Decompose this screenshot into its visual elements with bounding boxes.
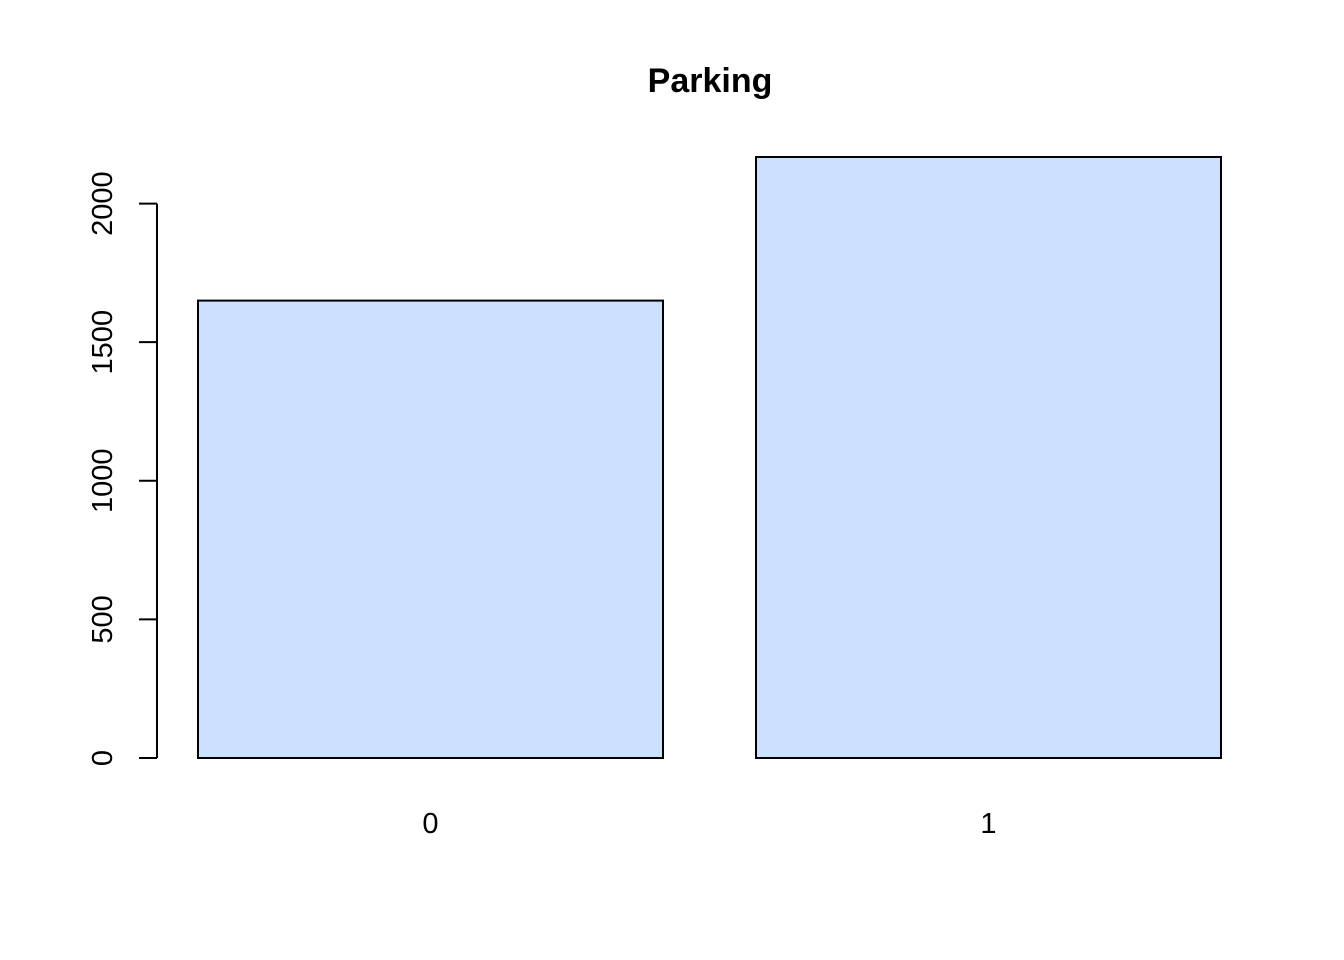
y-tick-label-2000: 2000 <box>87 171 119 236</box>
x-tick-label-1: 1 <box>980 808 996 840</box>
bars-group <box>197 156 1222 759</box>
y-axis: 0 500 1000 1500 2000 <box>87 171 158 766</box>
bar-1 <box>755 156 1222 759</box>
y-tick-label-0: 0 <box>87 750 119 766</box>
chart-title: Parking <box>648 62 773 100</box>
y-tick-label-500: 500 <box>87 595 119 643</box>
y-tick-label-1500: 1500 <box>87 310 119 375</box>
y-tick-label-1000: 1000 <box>87 449 119 514</box>
x-tick-label-0: 0 <box>422 808 438 840</box>
bar-0 <box>197 299 664 759</box>
